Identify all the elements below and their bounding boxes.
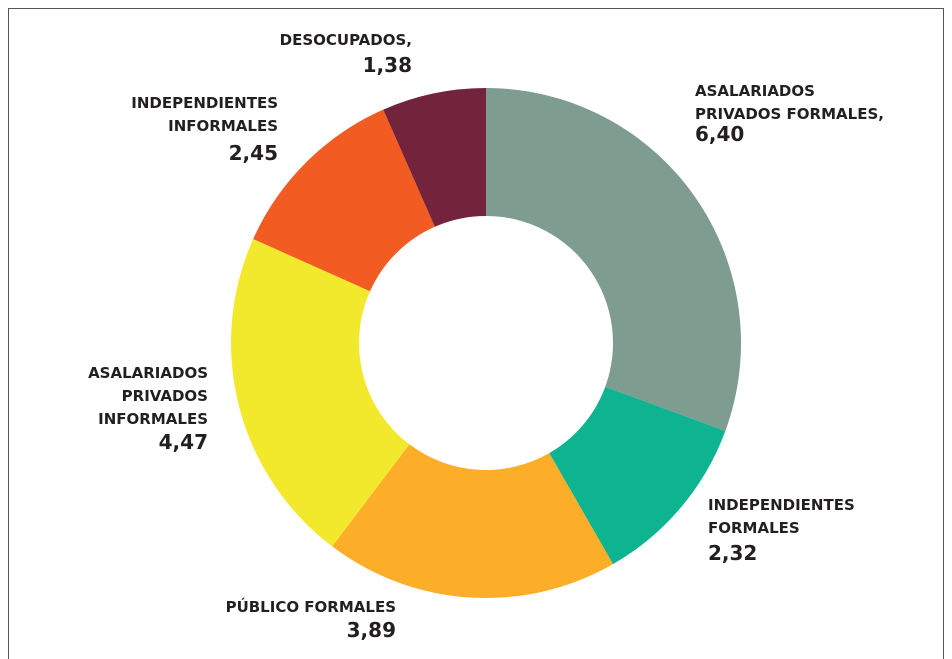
value-label: 1,38 (363, 53, 412, 77)
slice-label: INDEPENDIENTES FORMALES (708, 496, 855, 537)
value-label: 3,89 (347, 618, 396, 642)
slice-label: INDEPENDIENTES INFORMALES (131, 94, 278, 135)
slice-label: ASALARIADOS PRIVADOS FORMALES, (695, 82, 884, 123)
donut-slice (332, 444, 614, 598)
value-label: 2,45 (229, 141, 278, 165)
frame (8, 8, 944, 659)
donut-slice (383, 88, 486, 227)
value-label: 6,40 (695, 122, 744, 146)
value-label: 2,32 (708, 541, 757, 565)
value-label: 4,47 (159, 430, 208, 454)
donut-slice (549, 386, 726, 565)
slice-label: DESOCUPADOS, (280, 31, 412, 49)
slice-label: ASALARIADOS PRIVADOS INFORMALES (88, 364, 208, 428)
donut-slice (486, 88, 741, 431)
donut-slice (230, 239, 410, 547)
slice-label: PÚBLICO FORMALES (226, 597, 396, 616)
donut-slice (253, 109, 435, 292)
